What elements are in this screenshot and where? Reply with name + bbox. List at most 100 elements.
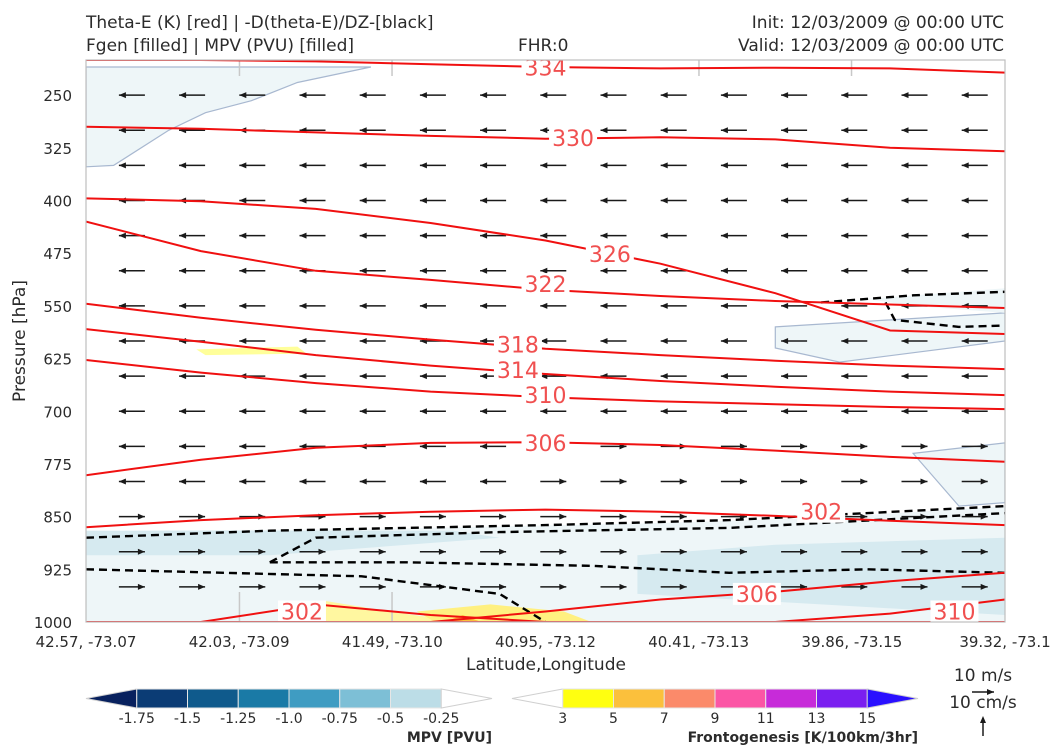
wind-arrowhead — [480, 267, 488, 274]
wind-arrowhead — [179, 92, 187, 99]
wind-arrowhead — [359, 373, 367, 380]
wind-arrowhead — [198, 583, 206, 590]
wind-arrowhead — [540, 267, 548, 274]
wind-arrowhead — [359, 338, 367, 344]
mpv-shade-upper-left — [86, 66, 372, 168]
wind-arrowhead — [179, 302, 187, 309]
colorbar-tick: 13 — [808, 711, 826, 727]
wind-arrowhead — [660, 197, 668, 204]
wind-arrowhead — [619, 478, 627, 485]
wind-arrowhead — [378, 583, 386, 590]
wind-arrowhead — [299, 338, 307, 344]
theta-e-label: 302 — [800, 501, 842, 526]
colorbar-cell — [714, 688, 767, 709]
wind-arrowhead — [378, 513, 386, 520]
wind-arrowhead — [419, 267, 427, 274]
wind-arrowhead — [118, 267, 126, 274]
wind-arrowhead — [781, 373, 789, 380]
wind-arrowhead — [419, 127, 427, 134]
wind-arrowhead — [179, 232, 187, 239]
wind-arrowhead — [739, 548, 747, 555]
colorbar-tick: 11 — [757, 711, 775, 727]
colorbar-tick: 7 — [660, 711, 669, 727]
wind-arrowhead — [299, 478, 307, 485]
wind-arrowhead — [660, 92, 668, 99]
lapse-rate-contour — [269, 561, 1005, 575]
colorbar-cell — [613, 688, 665, 709]
wind-arrowhead — [239, 302, 247, 309]
wind-arrowhead — [118, 92, 126, 99]
x-axis-label: Latitude,Longitude — [466, 655, 626, 675]
mpv-colorbar: -1.75 -1.5 -1.25 -1.0 -0.75 -0.5 -0.25 — [85, 688, 493, 727]
theta-e-line — [86, 302, 1005, 371]
wind-arrowhead — [901, 197, 909, 204]
wind-arrowhead — [480, 302, 488, 309]
wind-arrowhead — [781, 232, 789, 239]
wind-arrowhead — [781, 162, 789, 169]
theta-e-line — [86, 328, 1005, 397]
colorbar-cell — [562, 688, 614, 709]
wind-arrowhead — [419, 373, 427, 380]
wind-arrowhead — [781, 302, 789, 309]
wind-arrowhead — [480, 162, 488, 169]
theta-e-label: 326 — [589, 243, 631, 268]
theta-e-label: 314 — [497, 359, 539, 384]
wind-arrowhead — [118, 373, 126, 380]
contour-label-bg — [732, 582, 781, 605]
wind-arrowhead — [841, 408, 849, 415]
wind-arrowhead — [359, 162, 367, 169]
y-tick-label: 775 — [43, 456, 72, 474]
x-tick-label: 39.86, -73.15 — [801, 633, 902, 651]
wind-arrowhead — [920, 513, 928, 520]
lapse-rate-contour — [86, 568, 547, 622]
wind-arrowhead — [781, 127, 789, 134]
wind-arrowhead — [419, 302, 427, 309]
wind-arrowhead — [781, 197, 789, 204]
theta-e-line — [86, 508, 1005, 529]
wind-arrowhead — [559, 583, 567, 590]
valid-time: Valid: 12/03/2009 @ 00:00 UTC — [738, 36, 1004, 56]
wind-arrowhead — [739, 478, 747, 485]
x-tick-label: 42.03, -73.09 — [189, 633, 290, 651]
wind-arrowhead — [480, 478, 488, 485]
colorbar-cell — [390, 688, 442, 709]
y-tick-label: 1000 — [34, 614, 72, 632]
wind-arrowhead — [540, 197, 548, 204]
wind-arrowhead — [720, 302, 728, 309]
wind-arrowhead — [720, 408, 728, 415]
wind-arrowhead — [540, 232, 548, 239]
wind-arrowhead — [720, 232, 728, 239]
wind-arrowhead — [318, 583, 326, 590]
wind-arrowhead — [118, 408, 126, 415]
wind-arrowhead — [480, 232, 488, 239]
vector-scale-vertical: 10 cm/s — [949, 693, 1017, 713]
wind-arrowhead — [239, 267, 247, 274]
wind-arrowhead — [920, 443, 928, 450]
contour-label-bg — [521, 384, 570, 407]
wind-arrowhead — [961, 197, 969, 204]
colorbar-tick: -0.25 — [423, 711, 459, 727]
y-tick-label: 475 — [43, 245, 72, 263]
wind-arrowhead — [299, 302, 307, 309]
wind-arrowhead — [901, 232, 909, 239]
colorbar-tick: -1.75 — [119, 711, 155, 727]
wind-arrowhead — [540, 302, 548, 309]
wind-arrowhead — [419, 197, 427, 204]
wind-arrowhead — [137, 513, 145, 520]
wind-arrowhead — [137, 548, 145, 555]
wind-arrowhead — [980, 548, 988, 555]
wind-arrowhead — [841, 92, 849, 99]
wind-arrowhead — [239, 408, 247, 415]
mpv-shade-low-left — [86, 530, 500, 556]
wind-arrowhead — [438, 513, 446, 520]
wind-arrowhead — [359, 478, 367, 485]
vector-scale-arrowhead-v — [980, 716, 986, 723]
wind-arrowhead — [600, 162, 608, 169]
wind-arrowhead — [480, 338, 488, 344]
wind-arrowhead — [600, 302, 608, 309]
wind-arrowhead — [841, 373, 849, 380]
wind-arrowhead — [198, 513, 206, 520]
vector-scale-arrowhead-h — [987, 689, 994, 695]
